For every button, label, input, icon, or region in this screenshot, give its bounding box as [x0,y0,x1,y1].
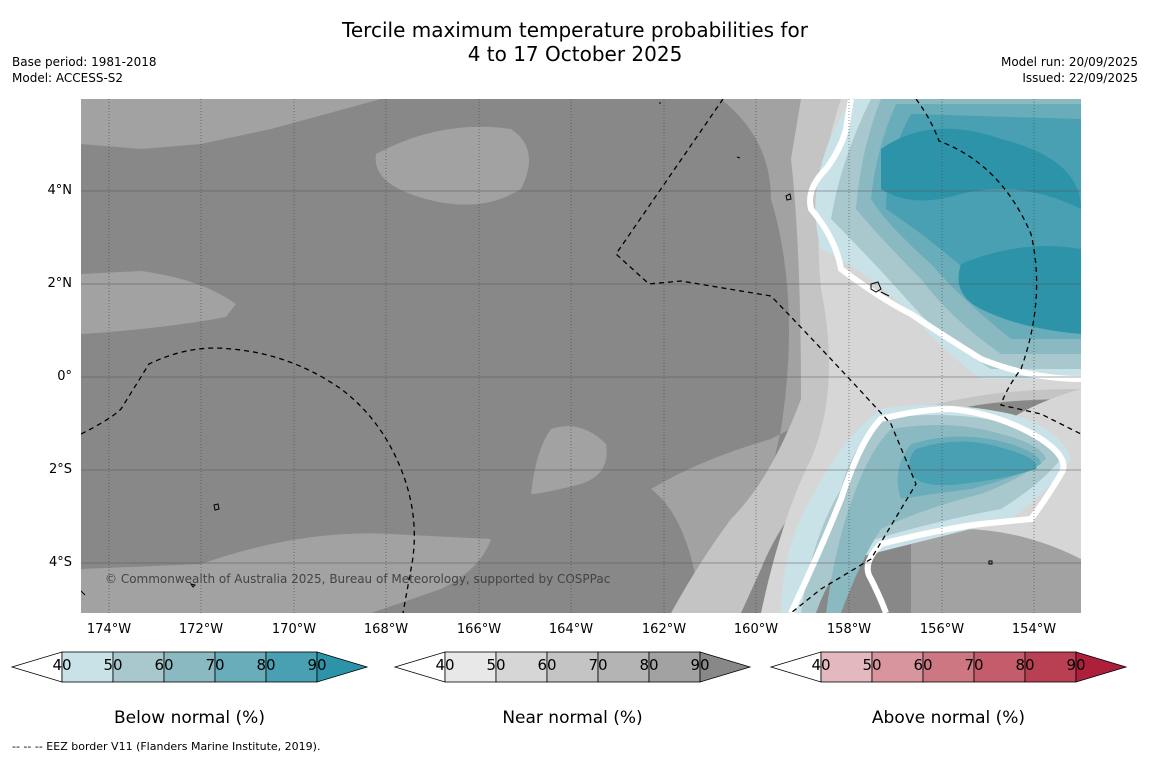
near-normal-80-patch-south [81,533,491,613]
colorbar-tick-label: 90 [307,656,327,674]
colorbar-tick-label: 50 [862,656,882,674]
eez-borders [81,99,1081,613]
meta-left: Base period: 1981-2018 Model: ACCESS-S2 [12,54,157,86]
lon-label-166w: 166°W [456,622,502,637]
colorbar-below-normal [10,651,369,683]
colorbar-tick-label: 40 [811,656,831,674]
lat-label-2s: 2°S [48,462,72,477]
model-name: Model: ACCESS-S2 [12,71,124,85]
colorbar-tick-label: 90 [1066,656,1086,674]
colorbar-title-below: Below normal (%) [114,708,265,728]
island-4 [189,583,196,588]
lon-label-154w: 154°W [1011,622,1057,637]
meta-right: Model run: 20/09/2025 Issued: 22/09/2025 [1001,54,1138,86]
contour-50-se [788,405,1067,613]
colorbar-segment [1024,651,1077,683]
colorbar-tick-label: 60 [154,656,174,674]
colorbar-tick-label: 70 [964,656,984,674]
title-line-2: 4 to 17 October 2025 [467,42,683,66]
colorbar-tick-label: 80 [639,656,659,674]
island-8 [736,156,741,159]
colorbar-segment [163,651,216,683]
lat-label-4s: 4°S [48,555,72,570]
colorbar-tick-label: 40 [52,656,72,674]
eez-border-center [615,99,917,613]
colorbar-near-normal [393,651,752,683]
near-normal-80-patch-center [531,426,607,494]
island-2 [870,281,890,297]
island-1 [785,193,792,201]
colorbar-tick-label: 70 [588,656,608,674]
eez-border-east [915,99,1081,435]
island-6 [81,590,86,596]
lon-label-156w: 156°W [919,622,965,637]
eez-border-west [81,347,415,613]
lat-label-2n: 2°N [47,276,73,291]
lon-label-168w: 168°W [363,622,409,637]
colorbar-tick-label: 40 [435,656,455,674]
islands [81,102,993,596]
lon-label-174w: 174°W [86,622,132,637]
lon-label-160w: 160°W [733,622,779,637]
colorbar-tick-label: 60 [913,656,933,674]
colorbar-extend-high [1075,651,1128,683]
copyright-notice: © Commonwealth of Australia 2025, Bureau… [105,572,611,586]
title-line-1: Tercile maximum temperature probabilitie… [342,18,808,42]
colorbar-title-above: Above normal (%) [871,708,1026,728]
chart-title: Tercile maximum temperature probabilitie… [0,18,1150,66]
below-normal-90-ne-south [958,246,1081,334]
base-period: Base period: 1981-2018 [12,55,157,69]
colorbar-segment [546,651,599,683]
colorbar-segment [597,651,650,683]
island-5 [988,560,993,565]
colorbar-extend-high [316,651,369,683]
colorbar-tick-label: 60 [537,656,557,674]
near-normal-80-patch-nw [81,99,381,149]
lat-label-4n: 4°N [47,183,73,198]
colorbar-svg [10,651,1128,683]
colorbar-tick-label: 90 [690,656,710,674]
lon-label-170w: 170°W [271,622,317,637]
colorbar-tick-label: 70 [205,656,225,674]
lon-label-158w: 158°W [826,622,872,637]
below-normal-90-ne-north [881,128,1081,209]
eez-legend-footer: -- -- -- EEZ border V11 (Flanders Marine… [12,740,321,753]
colorbar-tick-label: 80 [1015,656,1035,674]
colorbar-extend-high [699,651,752,683]
colorbar-segment [444,651,497,683]
island-3 [213,503,220,511]
lon-label-164w: 164°W [548,622,594,637]
colorbar-above-normal [769,651,1128,683]
model-run: Model run: 20/09/2025 [1000,55,1138,69]
colorbar-segment [495,651,548,683]
colorbar-tick-label: 80 [256,656,276,674]
map-panel [81,99,1081,613]
contour-50-ne [807,99,1081,382]
lon-label-162w: 162°W [641,622,687,637]
colorbar-segment [922,651,975,683]
below-normal-80-se [909,441,1037,486]
near-normal-80-patch-north [375,126,529,205]
issued-date: Issued: 22/09/2025 [1022,71,1138,85]
colorbar-title-near: Near normal (%) [502,708,643,728]
graticule [81,190,1081,564]
colorbar-tick-label: 50 [103,656,123,674]
colorbar-segment [112,651,165,683]
colorbar-tick-label: 50 [486,656,506,674]
lat-label-0: 0° [57,369,72,384]
colorbar-segment [61,651,114,683]
near-normal-80-patch-west [81,271,236,334]
map-svg [81,99,1081,613]
colorbar-segment [820,651,873,683]
lon-label-172w: 172°W [178,622,224,637]
